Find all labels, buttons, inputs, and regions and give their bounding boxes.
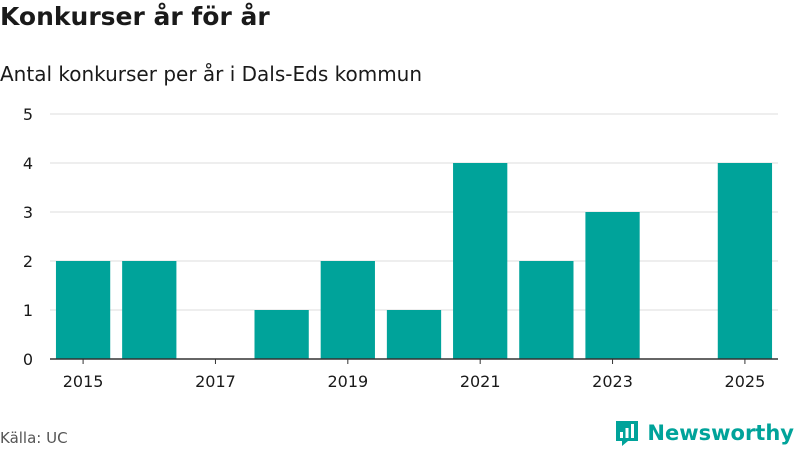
x-tick-label: 2015 [63,372,104,391]
newsworthy-logo-icon [616,421,639,446]
x-tick-label: 2021 [460,372,501,391]
bar-2025 [717,163,773,359]
y-tick-label: 3 [23,203,33,222]
y-tick-label: 5 [23,105,33,124]
brand-name: Newsworthy [647,421,794,445]
x-tick-label: 2025 [725,372,766,391]
y-tick-label: 2 [23,252,33,271]
x-tick-label: 2023 [592,372,633,391]
bar-2016 [122,261,177,359]
bar-2023 [585,212,640,359]
bar-2020 [386,310,442,359]
bar-2015 [55,261,111,359]
y-tick-label: 0 [23,350,33,369]
chart-subtitle: Antal konkurser per år i Dals-Eds kommun [0,62,423,86]
bar-chart: 0 1 2 3 4 5 2015 2017 2019 2021 2023 2025 [23,105,778,391]
bar-2022 [519,261,574,359]
x-tick-label: 2017 [195,372,236,391]
bar-2018 [254,310,309,359]
source-note: Källa: UC [0,429,68,447]
bar-2021 [453,163,508,359]
brand-logo: Newsworthy [614,419,794,447]
x-tick-label: 2019 [327,372,368,391]
y-tick-label: 4 [23,154,33,173]
bar-2019 [320,261,375,359]
y-tick-label: 1 [23,301,33,320]
chart-title: Konkurser år för år [0,2,270,31]
